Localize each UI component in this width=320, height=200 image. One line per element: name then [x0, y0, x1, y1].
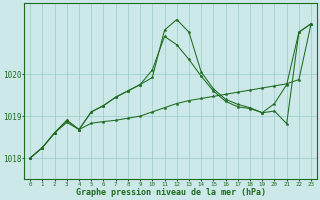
- X-axis label: Graphe pression niveau de la mer (hPa): Graphe pression niveau de la mer (hPa): [76, 188, 266, 197]
